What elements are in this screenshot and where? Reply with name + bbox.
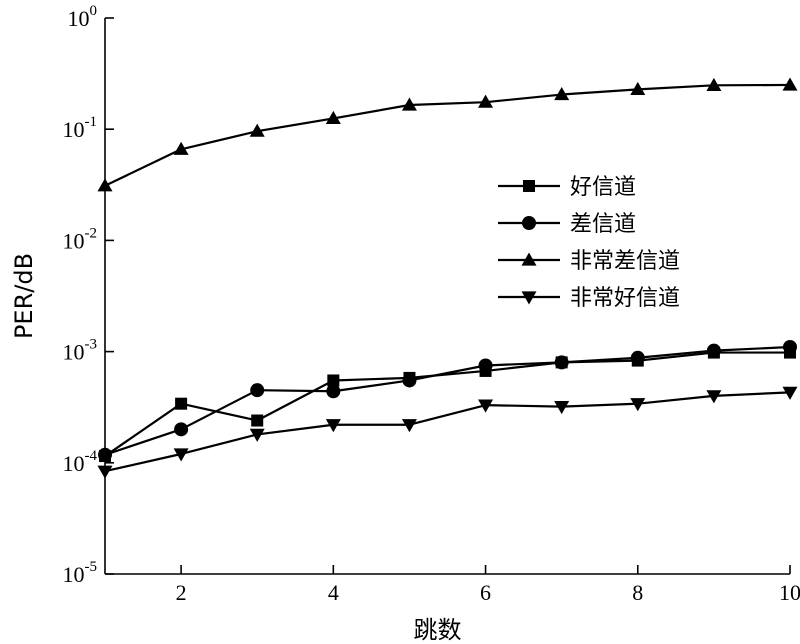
data-point bbox=[250, 383, 265, 398]
x-axis-title: 跳数 bbox=[414, 616, 462, 644]
y-axis: 100 10-1 10-2 10-3 10-4 10-5 bbox=[63, 3, 114, 587]
data-point bbox=[554, 87, 570, 101]
series-layer bbox=[97, 77, 798, 479]
data-point bbox=[326, 384, 341, 399]
series-line bbox=[104, 351, 790, 457]
data-point bbox=[249, 428, 265, 442]
y-axis-title: PER/dB bbox=[10, 253, 38, 339]
legend-marker bbox=[522, 216, 536, 230]
series-triangle-up bbox=[97, 77, 798, 192]
x-tick-label: 4 bbox=[328, 580, 339, 605]
data-point bbox=[251, 414, 264, 427]
y-tick-label: 10-5 bbox=[63, 559, 98, 587]
series-line bbox=[104, 345, 791, 456]
data-point bbox=[325, 110, 341, 125]
x-tick-label: 6 bbox=[480, 580, 491, 605]
legend-entry: 差信道 bbox=[498, 212, 636, 237]
legend-marker bbox=[523, 180, 535, 192]
legend-label: 好信道 bbox=[570, 175, 636, 200]
data-point bbox=[401, 419, 417, 433]
data-point bbox=[478, 399, 494, 413]
data-point bbox=[630, 398, 646, 412]
data-point bbox=[554, 355, 569, 370]
series-line bbox=[104, 391, 791, 473]
x-axis: 2 4 6 8 10 bbox=[176, 565, 800, 605]
legend-entry: 好信道 bbox=[498, 175, 636, 200]
data-point bbox=[97, 178, 113, 192]
legend-entry: 非常差信道 bbox=[498, 249, 680, 274]
series-square bbox=[99, 346, 796, 463]
data-point bbox=[554, 401, 570, 415]
data-point bbox=[706, 390, 722, 404]
data-point bbox=[97, 465, 113, 479]
data-point bbox=[401, 97, 417, 111]
y-tick-label: 10-3 bbox=[63, 337, 98, 365]
legend-label: 非常好信道 bbox=[570, 286, 680, 311]
data-point bbox=[327, 374, 340, 387]
data-point bbox=[173, 448, 189, 462]
legend-label: 差信道 bbox=[570, 212, 636, 237]
data-point bbox=[630, 81, 646, 96]
data-point bbox=[783, 339, 797, 354]
data-point bbox=[630, 350, 645, 365]
y-tick-label: 10-2 bbox=[63, 225, 98, 253]
legend-marker bbox=[521, 291, 537, 305]
x-tick-label: 8 bbox=[632, 580, 643, 605]
series-circle bbox=[98, 339, 797, 462]
data-point bbox=[706, 343, 721, 358]
data-point bbox=[175, 397, 188, 410]
data-point bbox=[325, 419, 341, 433]
data-point bbox=[782, 77, 798, 91]
data-point bbox=[174, 422, 189, 437]
x-tick-label: 10 bbox=[779, 580, 800, 605]
data-point bbox=[402, 373, 417, 388]
legend-label: 非常差信道 bbox=[570, 249, 680, 274]
data-point bbox=[478, 94, 494, 108]
plot-area bbox=[104, 18, 790, 575]
data-point bbox=[98, 447, 112, 462]
data-point bbox=[249, 123, 265, 137]
legend-marker bbox=[521, 252, 537, 266]
y-tick-label: 10-1 bbox=[63, 114, 98, 142]
x-tick-label: 2 bbox=[176, 580, 187, 605]
series-triangle-down bbox=[97, 386, 798, 479]
legend-entry: 非常好信道 bbox=[498, 286, 680, 311]
data-point bbox=[782, 386, 798, 400]
data-point bbox=[478, 358, 493, 373]
series-line bbox=[104, 83, 791, 187]
data-point bbox=[173, 141, 189, 155]
data-point bbox=[706, 77, 722, 91]
y-tick-label: 10-4 bbox=[63, 448, 98, 476]
y-tick-label: 100 bbox=[68, 3, 98, 31]
